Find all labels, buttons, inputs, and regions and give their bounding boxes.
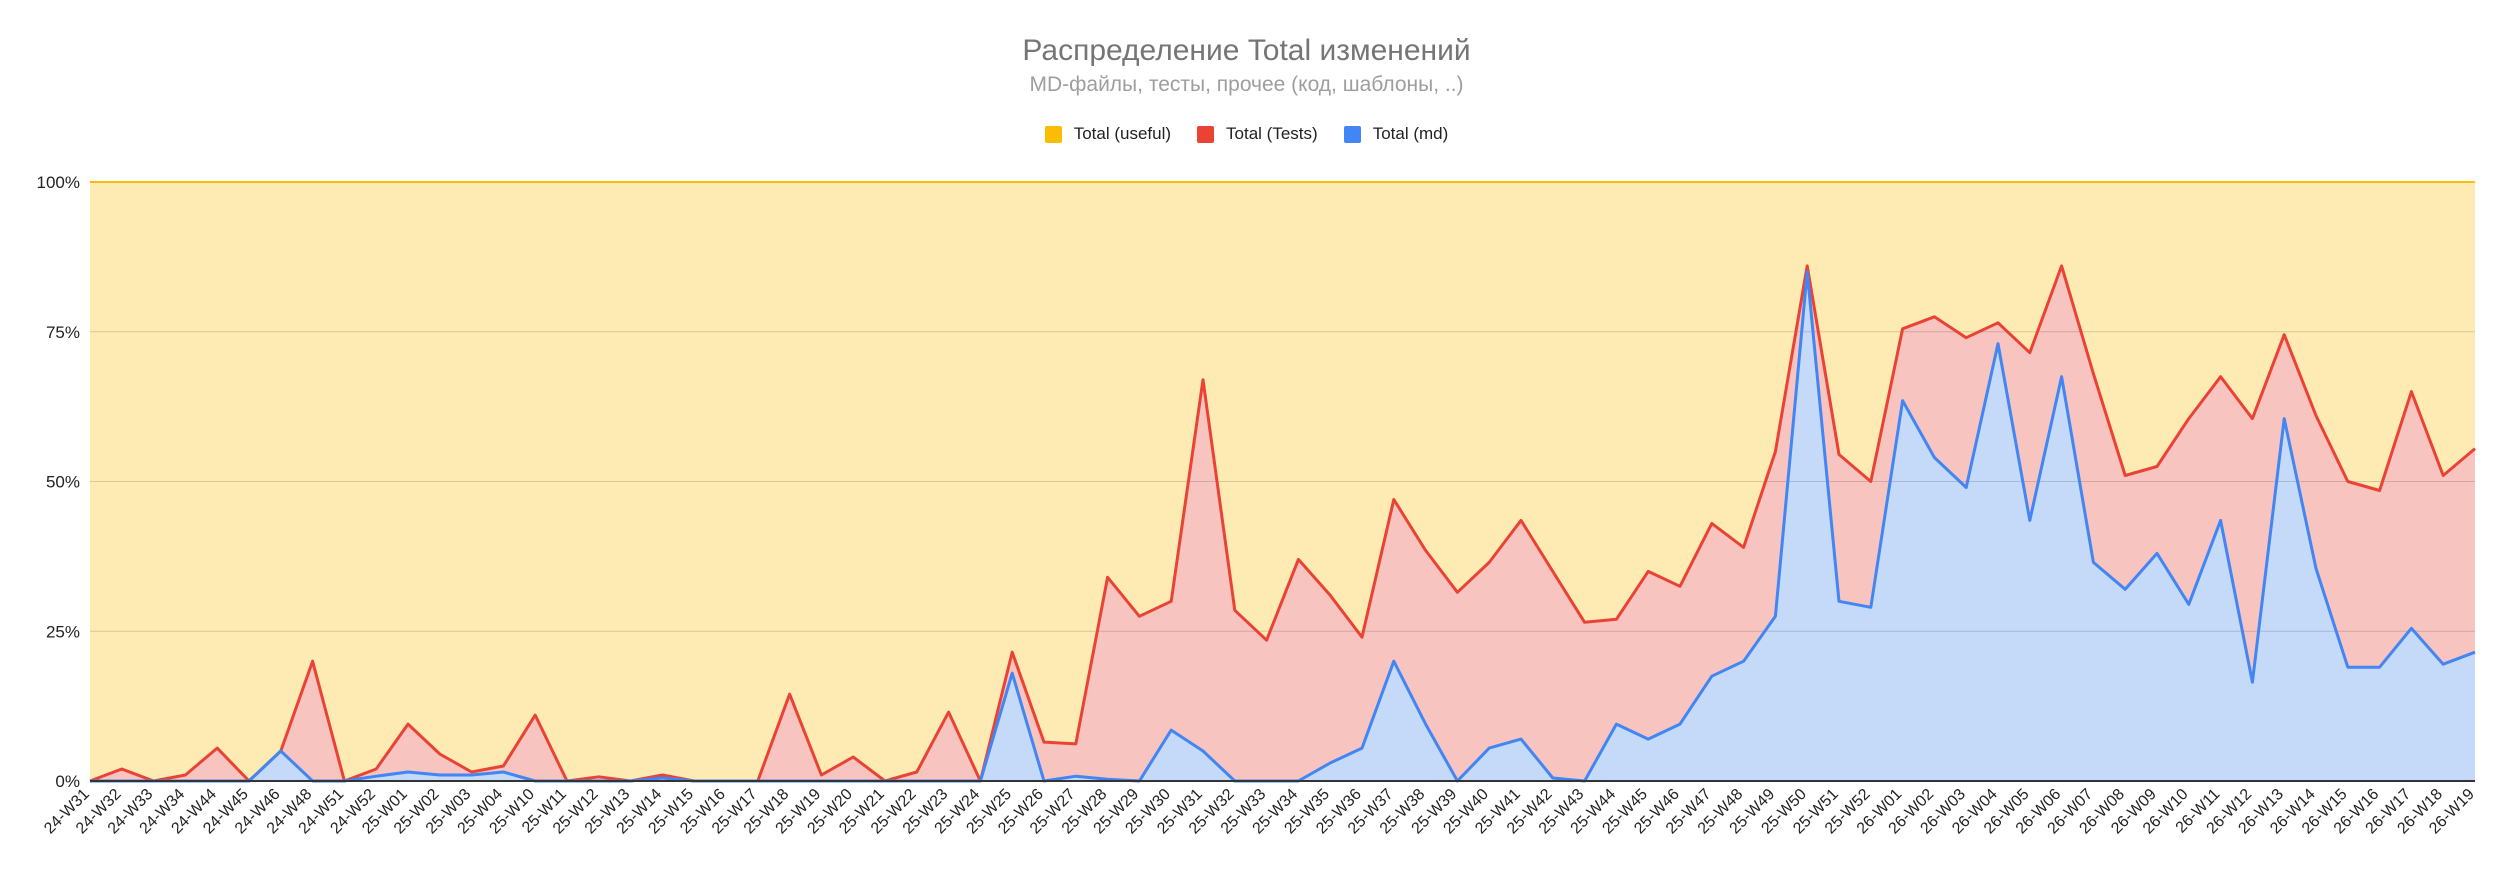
legend-item-md[interactable]: Total (md) [1343,124,1449,144]
chart-legend: Total (useful) Total (Tests) Total (md) [0,124,2493,144]
legend-item-tests[interactable]: Total (Tests) [1197,124,1318,144]
legend-label-tests: Total (Tests) [1226,124,1318,143]
y-tick-label: 0% [55,772,80,791]
legend-swatch-useful [1044,125,1062,143]
legend-item-useful[interactable]: Total (useful) [1044,124,1172,144]
legend-label-useful: Total (useful) [1073,124,1172,143]
y-tick-label: 25% [46,622,80,641]
y-tick-label: 75% [46,323,80,342]
y-tick-label: 50% [46,473,80,492]
legend-label-md: Total (md) [1372,124,1449,143]
y-tick-label: 100% [37,173,80,192]
area-md [90,271,2475,781]
legend-swatch-md [1343,125,1361,143]
chart-title: Распределение Total изменений [1022,34,1471,67]
chart-subtitle: MD-файлы, тесты, прочее (код, шаблоны, .… [1029,73,1464,96]
legend-swatch-tests [1197,125,1215,143]
line-tests [89,264,2476,783]
